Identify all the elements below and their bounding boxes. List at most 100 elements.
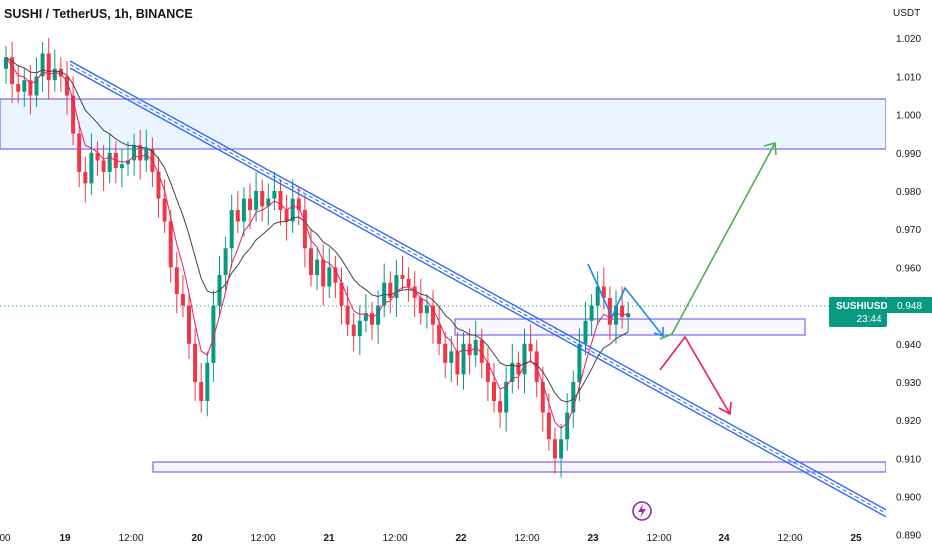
candle[interactable] bbox=[71, 95, 76, 134]
candle[interactable] bbox=[449, 351, 454, 363]
candle[interactable] bbox=[437, 324, 442, 344]
bullish-arrow[interactable] bbox=[659, 141, 777, 340]
blue-projection-arrow[interactable] bbox=[587, 263, 664, 338]
candle[interactable] bbox=[162, 198, 167, 222]
candle[interactable] bbox=[46, 53, 51, 81]
candle[interactable] bbox=[406, 278, 411, 287]
candle[interactable] bbox=[89, 152, 94, 184]
candle[interactable] bbox=[241, 198, 246, 222]
candle[interactable] bbox=[388, 282, 393, 298]
candle[interactable] bbox=[132, 145, 137, 161]
candle[interactable] bbox=[65, 76, 69, 96]
candle[interactable] bbox=[211, 305, 216, 363]
candle[interactable] bbox=[485, 362, 490, 382]
candle[interactable] bbox=[52, 68, 57, 81]
candle[interactable] bbox=[278, 190, 283, 211]
candle[interactable] bbox=[394, 275, 399, 298]
candle[interactable] bbox=[455, 351, 460, 375]
candle[interactable] bbox=[248, 198, 252, 211]
candle[interactable] bbox=[504, 381, 509, 413]
trendline[interactable] bbox=[69, 60, 891, 520]
candle[interactable] bbox=[467, 343, 472, 356]
candle[interactable] bbox=[522, 343, 527, 375]
candle[interactable] bbox=[559, 439, 564, 459]
candle[interactable] bbox=[302, 210, 307, 249]
event-badge[interactable] bbox=[632, 501, 652, 521]
candle[interactable] bbox=[418, 297, 423, 314]
candle[interactable] bbox=[601, 286, 606, 298]
candle[interactable] bbox=[333, 267, 338, 283]
candle[interactable] bbox=[28, 80, 33, 96]
bearish-arrow[interactable] bbox=[659, 335, 732, 416]
candle[interactable] bbox=[101, 160, 106, 172]
candle[interactable] bbox=[620, 305, 625, 318]
candle[interactable] bbox=[321, 259, 326, 287]
candle[interactable] bbox=[83, 171, 88, 184]
candle[interactable] bbox=[4, 57, 8, 69]
candle[interactable] bbox=[363, 313, 368, 321]
candle[interactable] bbox=[577, 343, 582, 382]
candle[interactable] bbox=[223, 248, 228, 275]
candle[interactable] bbox=[174, 267, 179, 295]
candle[interactable] bbox=[339, 282, 344, 306]
candle[interactable] bbox=[22, 80, 27, 92]
candle[interactable] bbox=[309, 248, 313, 275]
candle[interactable] bbox=[34, 76, 39, 96]
candle[interactable] bbox=[479, 339, 484, 363]
candle[interactable] bbox=[168, 221, 173, 268]
candle[interactable] bbox=[498, 401, 503, 413]
candle[interactable] bbox=[431, 305, 435, 325]
candle[interactable] bbox=[589, 305, 594, 321]
candle[interactable] bbox=[138, 145, 143, 161]
support-zone[interactable] bbox=[152, 461, 887, 473]
candle[interactable] bbox=[260, 190, 265, 207]
candle[interactable] bbox=[516, 362, 521, 375]
candle[interactable] bbox=[583, 320, 588, 344]
candle[interactable] bbox=[119, 164, 124, 169]
candle[interactable] bbox=[492, 381, 496, 402]
candle[interactable] bbox=[357, 320, 362, 337]
candle[interactable] bbox=[180, 294, 185, 306]
candle[interactable] bbox=[546, 412, 551, 440]
candle[interactable] bbox=[400, 275, 405, 279]
candle[interactable] bbox=[595, 286, 600, 306]
candle[interactable] bbox=[193, 343, 198, 382]
candle[interactable] bbox=[58, 68, 63, 77]
candle[interactable] bbox=[156, 171, 161, 199]
candle[interactable] bbox=[424, 305, 429, 314]
candle[interactable] bbox=[327, 267, 332, 287]
candle[interactable] bbox=[284, 210, 289, 222]
candle[interactable] bbox=[205, 362, 210, 402]
candle[interactable] bbox=[266, 198, 271, 207]
candle[interactable] bbox=[351, 324, 356, 337]
candle[interactable] bbox=[187, 305, 191, 344]
candle[interactable] bbox=[77, 133, 82, 172]
candle[interactable] bbox=[10, 57, 15, 85]
candle[interactable] bbox=[553, 439, 557, 459]
candle[interactable] bbox=[107, 152, 112, 172]
candle[interactable] bbox=[254, 190, 259, 211]
candle[interactable] bbox=[315, 259, 320, 275]
candle[interactable] bbox=[370, 313, 374, 325]
candle[interactable] bbox=[571, 381, 576, 413]
candle[interactable] bbox=[540, 381, 545, 413]
price-axis[interactable] bbox=[886, 0, 932, 550]
candle[interactable] bbox=[528, 343, 533, 352]
candle[interactable] bbox=[229, 210, 234, 249]
candle[interactable] bbox=[534, 351, 539, 382]
candle[interactable] bbox=[626, 313, 631, 318]
candle[interactable] bbox=[16, 84, 21, 92]
candle[interactable] bbox=[345, 305, 350, 325]
candle[interactable] bbox=[412, 286, 417, 298]
retest-zone[interactable] bbox=[454, 318, 806, 336]
candle[interactable] bbox=[272, 190, 277, 199]
candle[interactable] bbox=[510, 362, 515, 382]
candle[interactable] bbox=[614, 305, 618, 325]
candle[interactable] bbox=[95, 152, 100, 161]
candle[interactable] bbox=[443, 343, 448, 363]
candle[interactable] bbox=[235, 210, 240, 222]
candle[interactable] bbox=[126, 160, 130, 165]
candle[interactable] bbox=[290, 198, 295, 222]
candle[interactable] bbox=[461, 343, 466, 375]
candle[interactable] bbox=[565, 412, 570, 440]
